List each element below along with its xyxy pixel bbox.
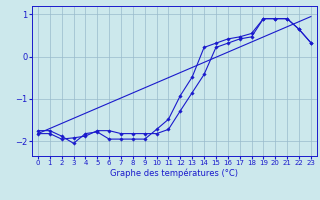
X-axis label: Graphe des températures (°C): Graphe des températures (°C) bbox=[110, 169, 238, 178]
